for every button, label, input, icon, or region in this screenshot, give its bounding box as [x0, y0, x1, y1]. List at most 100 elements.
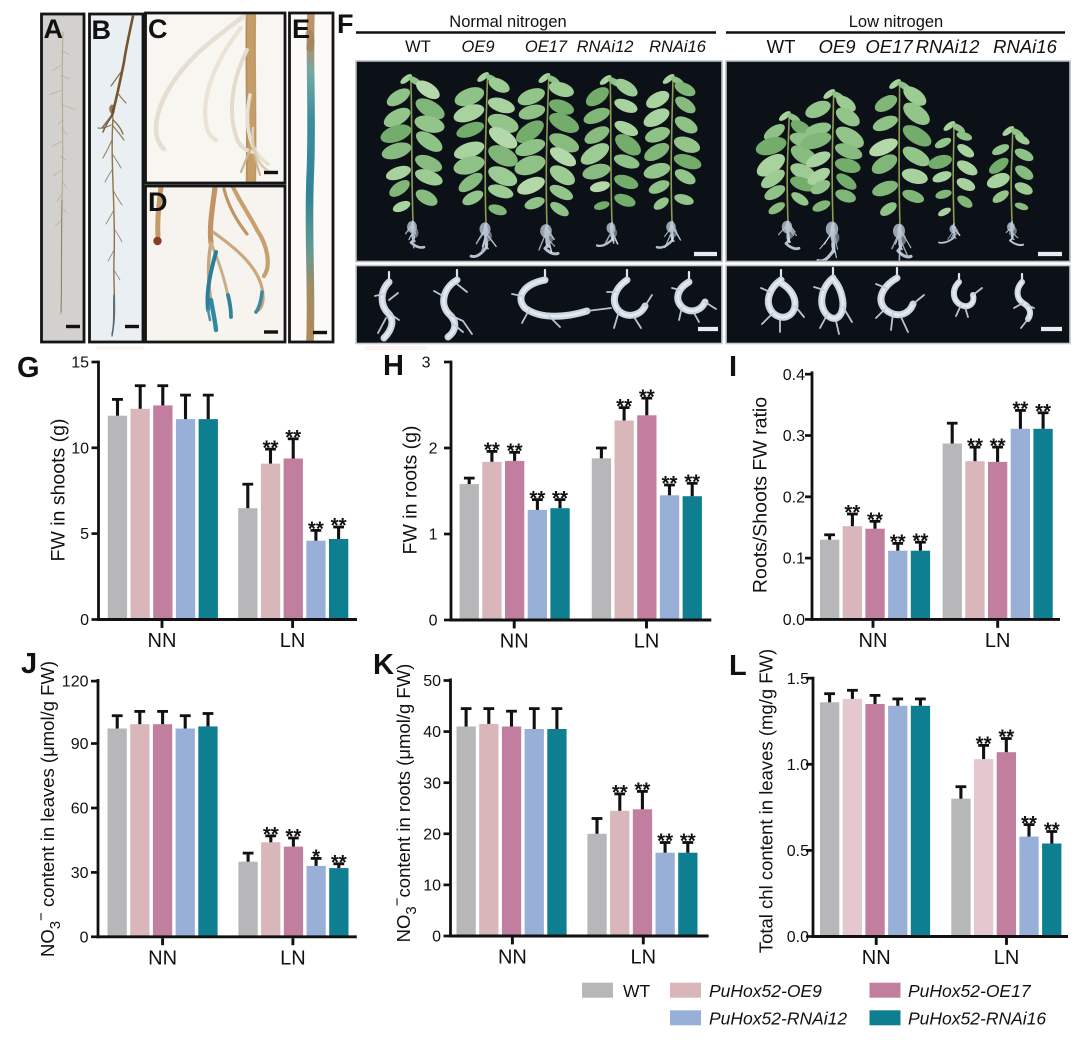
svg-text:**: **	[639, 385, 655, 408]
svg-text:**: **	[867, 509, 883, 532]
svg-text:0: 0	[429, 613, 438, 630]
svg-text:**: **	[844, 501, 860, 524]
svg-text:RNAi12: RNAi12	[577, 38, 634, 56]
svg-text:0.3: 0.3	[783, 428, 805, 445]
svg-text:**: **	[552, 487, 568, 510]
svg-text:LN: LN	[280, 947, 306, 969]
svg-text:NN: NN	[500, 631, 529, 653]
svg-text:NN: NN	[148, 630, 177, 652]
svg-text:0.0: 0.0	[787, 929, 809, 946]
svg-text:15: 15	[71, 355, 89, 372]
svg-text:1.5: 1.5	[787, 671, 809, 688]
svg-text:E: E	[292, 14, 310, 44]
svg-text:Total chl content in leaves (m: Total chl content in leaves (mg/g FW)	[756, 649, 777, 953]
svg-text:*: *	[312, 846, 320, 869]
svg-text:40: 40	[423, 724, 441, 741]
svg-text:OE17: OE17	[525, 38, 568, 56]
svg-text:PuHox52-RNAi16: PuHox52-RNAi16	[908, 1009, 1046, 1029]
svg-text:0.0: 0.0	[783, 612, 805, 629]
svg-text:1.0: 1.0	[787, 757, 809, 774]
svg-text:NN: NN	[862, 947, 891, 969]
svg-text:WT: WT	[767, 36, 796, 57]
svg-text:10: 10	[71, 440, 89, 457]
svg-text:**: **	[331, 514, 347, 537]
svg-text:WT: WT	[623, 981, 651, 1001]
svg-text:WT: WT	[405, 38, 431, 56]
svg-text:**: **	[331, 851, 347, 874]
svg-text:30: 30	[71, 865, 89, 882]
svg-text:A: A	[44, 14, 64, 44]
svg-text:LN: LN	[634, 631, 660, 653]
svg-text:OE17: OE17	[865, 36, 913, 57]
svg-text:**: **	[990, 434, 1006, 457]
svg-text:0.4: 0.4	[783, 367, 805, 384]
svg-text:NN: NN	[148, 947, 177, 969]
svg-text:**: **	[662, 472, 678, 495]
svg-text:**: **	[976, 733, 992, 756]
svg-text:Low nitrogen: Low nitrogen	[849, 13, 943, 31]
svg-text:K: K	[373, 649, 394, 681]
svg-text:**: **	[1044, 819, 1060, 842]
svg-text:**: **	[529, 487, 545, 510]
svg-text:**: **	[912, 529, 928, 552]
svg-text:C: C	[148, 14, 168, 44]
svg-text:NN: NN	[859, 630, 888, 652]
svg-text:NN: NN	[498, 947, 527, 969]
svg-text:LN: LN	[631, 947, 657, 969]
svg-text:60: 60	[71, 801, 89, 818]
svg-text:**: **	[484, 439, 500, 462]
svg-text:0: 0	[80, 929, 89, 946]
svg-text:**: **	[1012, 398, 1028, 421]
svg-text:0.5: 0.5	[787, 843, 809, 860]
svg-text:NO3− content in leaves (μmol/g: NO3− content in leaves (μmol/g FW)	[33, 661, 64, 957]
svg-text:**: **	[263, 436, 279, 459]
svg-text:**: **	[1035, 400, 1051, 423]
svg-text:NO3−content in roots (μmol/g F: NO3−content in roots (μmol/g FW)	[389, 664, 420, 943]
svg-text:**: **	[998, 726, 1014, 749]
svg-text:20: 20	[423, 826, 441, 843]
svg-text:J: J	[21, 648, 37, 680]
svg-text:**: **	[684, 471, 700, 494]
svg-text:LN: LN	[280, 630, 306, 652]
svg-text:**: **	[612, 781, 628, 804]
svg-text:120: 120	[62, 674, 89, 691]
svg-text:90: 90	[71, 736, 89, 753]
svg-text:F: F	[337, 9, 354, 39]
svg-text:PuHox52-RNAi12: PuHox52-RNAi12	[709, 1009, 847, 1029]
svg-text:10: 10	[423, 878, 441, 895]
svg-text:**: **	[263, 823, 279, 846]
svg-text:FW in shoots (g): FW in shoots (g)	[48, 418, 70, 561]
svg-text:RNAi12: RNAi12	[916, 36, 980, 57]
svg-text:**: **	[890, 531, 906, 554]
svg-text:PuHox52-OE9: PuHox52-OE9	[709, 981, 822, 1001]
svg-text:Normal nitrogen: Normal nitrogen	[449, 13, 566, 31]
svg-text:0: 0	[432, 929, 441, 946]
svg-text:**: **	[967, 434, 983, 457]
svg-text:**: **	[680, 830, 696, 853]
svg-text:5: 5	[80, 526, 89, 543]
svg-text:RNAi16: RNAi16	[649, 38, 707, 56]
svg-text:G: G	[17, 352, 40, 384]
svg-text:**: **	[616, 395, 632, 418]
svg-text:50: 50	[423, 673, 441, 690]
svg-text:OE9: OE9	[461, 38, 494, 56]
svg-text:D: D	[148, 187, 168, 217]
svg-text:H: H	[383, 350, 404, 382]
svg-text:**: **	[1021, 812, 1037, 835]
svg-text:0.2: 0.2	[783, 489, 805, 506]
svg-text:30: 30	[423, 775, 441, 792]
svg-text:**: **	[634, 779, 650, 802]
svg-text:RNAi16: RNAi16	[993, 36, 1057, 57]
svg-text:LN: LN	[994, 947, 1020, 969]
svg-text:**: **	[507, 440, 523, 463]
svg-text:**: **	[285, 825, 301, 848]
svg-text:L: L	[729, 650, 747, 682]
svg-text:**: **	[308, 518, 324, 541]
svg-text:PuHox52-OE17: PuHox52-OE17	[908, 981, 1032, 1001]
svg-text:3: 3	[422, 355, 431, 372]
svg-text:Roots/Shoots FW ratio: Roots/Shoots FW ratio	[750, 397, 772, 593]
svg-text:FW in roots (g): FW in roots (g)	[400, 426, 422, 555]
svg-text:OE9: OE9	[818, 36, 855, 57]
svg-text:2: 2	[429, 441, 438, 458]
svg-text:0.1: 0.1	[783, 551, 805, 568]
